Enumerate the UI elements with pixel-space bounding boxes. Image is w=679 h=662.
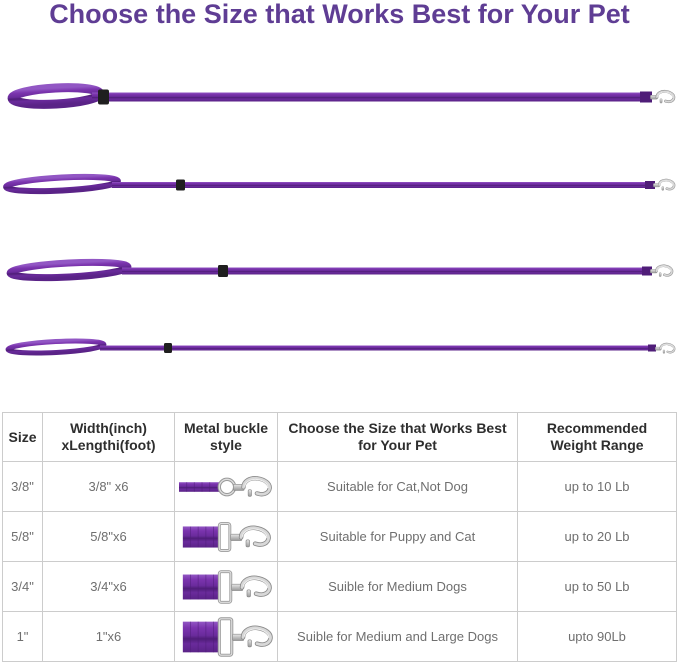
cell-size: 1"	[2, 611, 43, 662]
table-header-row: Size Width(inch) xLengthi(foot) Metal bu…	[2, 412, 677, 462]
cell-buckle	[174, 561, 278, 612]
cell-dimensions: 5/8"x6	[42, 511, 175, 562]
size-comparison-table: Size Width(inch) xLengthi(foot) Metal bu…	[2, 412, 677, 662]
cell-suitability: Suitable for Puppy and Cat	[277, 511, 518, 562]
table-row: 1" 1"x6 Suible for Medium and Large Dogs…	[2, 611, 677, 662]
page-title: Choose the Size that Works Best for Your…	[49, 0, 630, 29]
table-row: 3/8" 3/8" x6 Suitable for Cat,Not Dog up…	[2, 461, 677, 512]
purple-leash-icon	[7, 83, 676, 109]
bolt-snap-hook-icon	[179, 466, 273, 508]
cell-dimensions: 1"x6	[42, 611, 175, 662]
cell-suitability: Suitable for Cat,Not Dog	[277, 461, 518, 512]
leash-image-1	[0, 75, 679, 119]
header-width-length: Width(inch) xLengthi(foot)	[42, 412, 175, 462]
cell-dimensions: 3/4"x6	[42, 561, 175, 612]
header-size: Size	[2, 412, 43, 462]
bolt-snap-hook-icon	[182, 521, 273, 552]
cell-weight: up to 20 Lb	[517, 511, 677, 562]
purple-leash-icon	[5, 338, 676, 356]
cell-suitability: Suible for Medium and Large Dogs	[277, 611, 518, 662]
bolt-snap-hook-icon	[182, 616, 273, 657]
bolt-snap-hook-icon	[182, 569, 273, 604]
purple-leash-icon	[6, 258, 674, 282]
header-buckle-style: Metal buckle style	[174, 412, 278, 462]
cell-buckle	[174, 611, 278, 662]
leash-image-3	[0, 249, 679, 293]
purple-leash-icon	[3, 173, 676, 195]
cell-size: 3/4"	[2, 561, 43, 612]
header-weight-range: Recommended Weight Range	[517, 412, 677, 462]
cell-size: 5/8"	[2, 511, 43, 562]
cell-weight: up to 10 Lb	[517, 461, 677, 512]
cell-buckle	[174, 511, 278, 562]
table-row: 3/4" 3/4"x6 Suible for Medium Dogs up to…	[2, 561, 677, 612]
cell-dimensions: 3/8" x6	[42, 461, 175, 512]
cell-weight: upto 90Lb	[517, 611, 677, 662]
cell-size: 3/8"	[2, 461, 43, 512]
table-row: 5/8" 5/8"x6 Suitable for Puppy and Cat u…	[2, 511, 677, 562]
header-choose-size: Choose the Size that Works Best for Your…	[277, 412, 518, 462]
cell-buckle	[174, 461, 278, 512]
cell-weight: up to 50 Lb	[517, 561, 677, 612]
leash-image-4	[0, 326, 679, 370]
leash-image-2	[0, 163, 679, 207]
cell-suitability: Suible for Medium Dogs	[277, 561, 518, 612]
